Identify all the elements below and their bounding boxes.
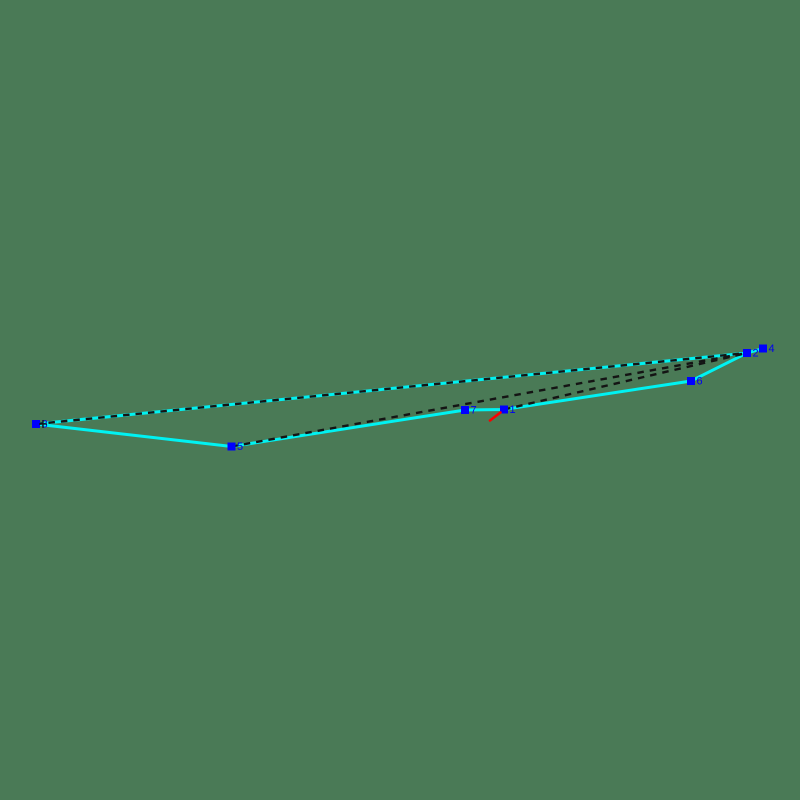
svg-text:4: 4 <box>769 343 775 355</box>
svg-text:6: 6 <box>697 376 703 388</box>
svg-text:7: 7 <box>471 405 477 417</box>
svg-text:2: 2 <box>753 348 759 360</box>
svg-text:1: 1 <box>510 404 516 416</box>
svg-text:5: 5 <box>237 441 243 453</box>
